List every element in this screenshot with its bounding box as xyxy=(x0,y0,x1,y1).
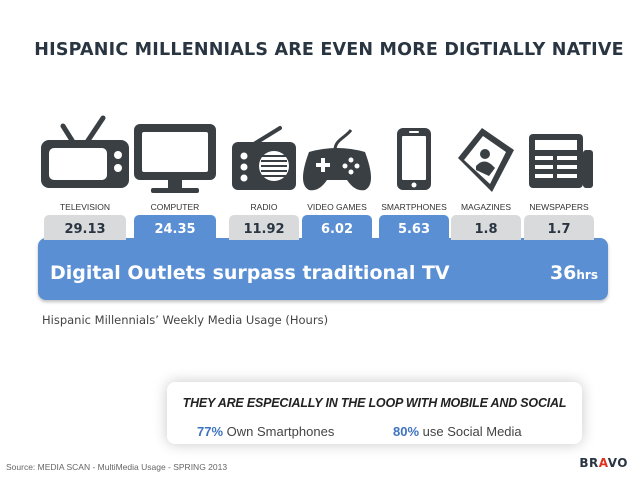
smartphone-icon xyxy=(397,128,431,190)
category-label: RADIO xyxy=(251,202,278,212)
value-bar xyxy=(451,215,521,240)
value-bar xyxy=(302,215,372,240)
total-value: 36 xyxy=(549,262,577,284)
media-column-magazines: MAGAZINES 1.8 xyxy=(451,128,521,240)
stat-social: 80% use Social Media xyxy=(393,424,522,439)
category-label: COMPUTER xyxy=(151,202,200,212)
value-bar xyxy=(229,215,299,240)
media-column-television: TELEVISION 29.13 xyxy=(41,115,129,240)
computer-icon xyxy=(134,124,216,193)
stat-smartphones-label: Own Smartphones xyxy=(226,424,335,439)
stat-smartphones: 77% Own Smartphones xyxy=(197,424,334,439)
value-label: 29.13 xyxy=(64,222,105,237)
media-column-smartphones: SMARTPHONES 5.63 xyxy=(379,128,449,240)
logo-part-2: A xyxy=(598,456,608,470)
category-label: VIDEO GAMES xyxy=(307,202,367,212)
newspaper-icon xyxy=(529,134,593,188)
television-icon xyxy=(41,115,129,188)
headline-text: Digital Outlets surpass traditional TV xyxy=(50,262,450,284)
bravo-logo: BRAVO xyxy=(579,456,628,470)
source-note: Source: MEDIA SCAN - MultiMedia Usage - … xyxy=(6,462,228,472)
value-bar xyxy=(134,215,216,240)
media-column-computer: COMPUTER 24.35 xyxy=(134,124,216,240)
media-usage-chart: TELEVISION 29.13 COMPUTER 24.35 RADIO 11.92 VI… xyxy=(41,115,594,240)
value-label: 6.02 xyxy=(321,222,353,237)
value-label: 1.8 xyxy=(474,222,497,237)
value-bar xyxy=(379,215,449,240)
headline-panel xyxy=(38,238,608,300)
category-label: SMARTPHONES xyxy=(381,202,447,212)
value-label: 24.35 xyxy=(154,222,195,237)
stat-social-label: use Social Media xyxy=(422,424,522,439)
media-column-video-games: VIDEO GAMES 6.02 xyxy=(302,129,372,240)
video-games-icon xyxy=(303,129,371,191)
value-label: 11.92 xyxy=(243,222,284,237)
value-bar xyxy=(524,215,594,240)
callout-box: THEY ARE ESPECIALLY IN THE LOOP WITH MOB… xyxy=(167,382,582,444)
callout-title: THEY ARE ESPECIALLY IN THE LOOP WITH MOB… xyxy=(182,396,567,410)
logo-part-3: VO xyxy=(607,456,628,470)
value-label: 5.63 xyxy=(398,222,430,237)
value-bar xyxy=(44,215,126,240)
category-label: TELEVISION xyxy=(60,202,110,212)
category-label: NEWSPAPERS xyxy=(529,202,589,212)
total-hours: 36hrs xyxy=(550,262,598,284)
page-title: HISPANIC MILLENNIALS ARE EVEN MORE DIGTI… xyxy=(34,40,624,60)
logo-part-1: BR xyxy=(579,456,599,470)
magazine-icon xyxy=(458,128,514,192)
stat-social-value: 80% xyxy=(393,424,420,439)
value-label: 1.7 xyxy=(547,222,570,237)
total-unit: hrs xyxy=(576,268,598,282)
chart-caption: Hispanic Millennials’ Weekly Media Usage… xyxy=(42,313,329,327)
media-column-radio: RADIO 11.92 xyxy=(229,126,299,240)
stat-smartphones-value: 77% xyxy=(197,424,224,439)
category-label: MAGAZINES xyxy=(461,202,511,212)
media-column-newspapers: NEWSPAPERS 1.7 xyxy=(524,134,594,240)
radio-icon xyxy=(232,126,296,190)
